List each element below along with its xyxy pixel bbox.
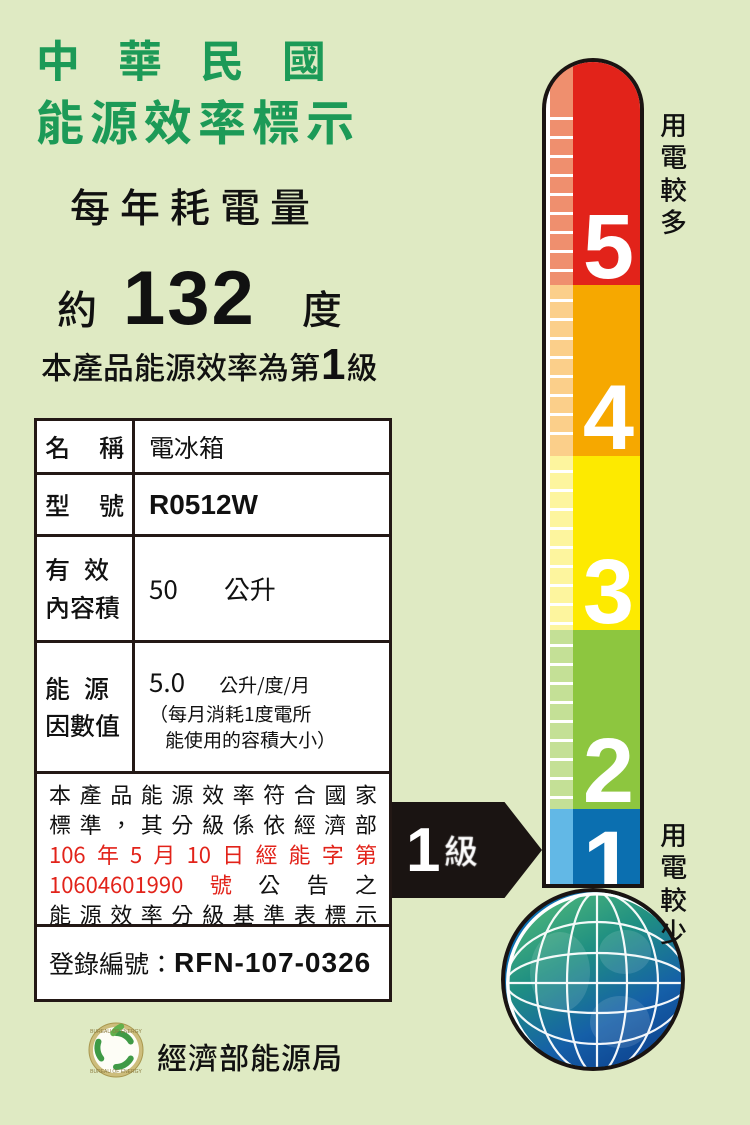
svg-text:BUREAU OF ENERGY: BUREAU OF ENERGY: [90, 1029, 142, 1035]
svg-text:BUREAU OF ENERGY: BUREAU OF ENERGY: [90, 1069, 142, 1075]
